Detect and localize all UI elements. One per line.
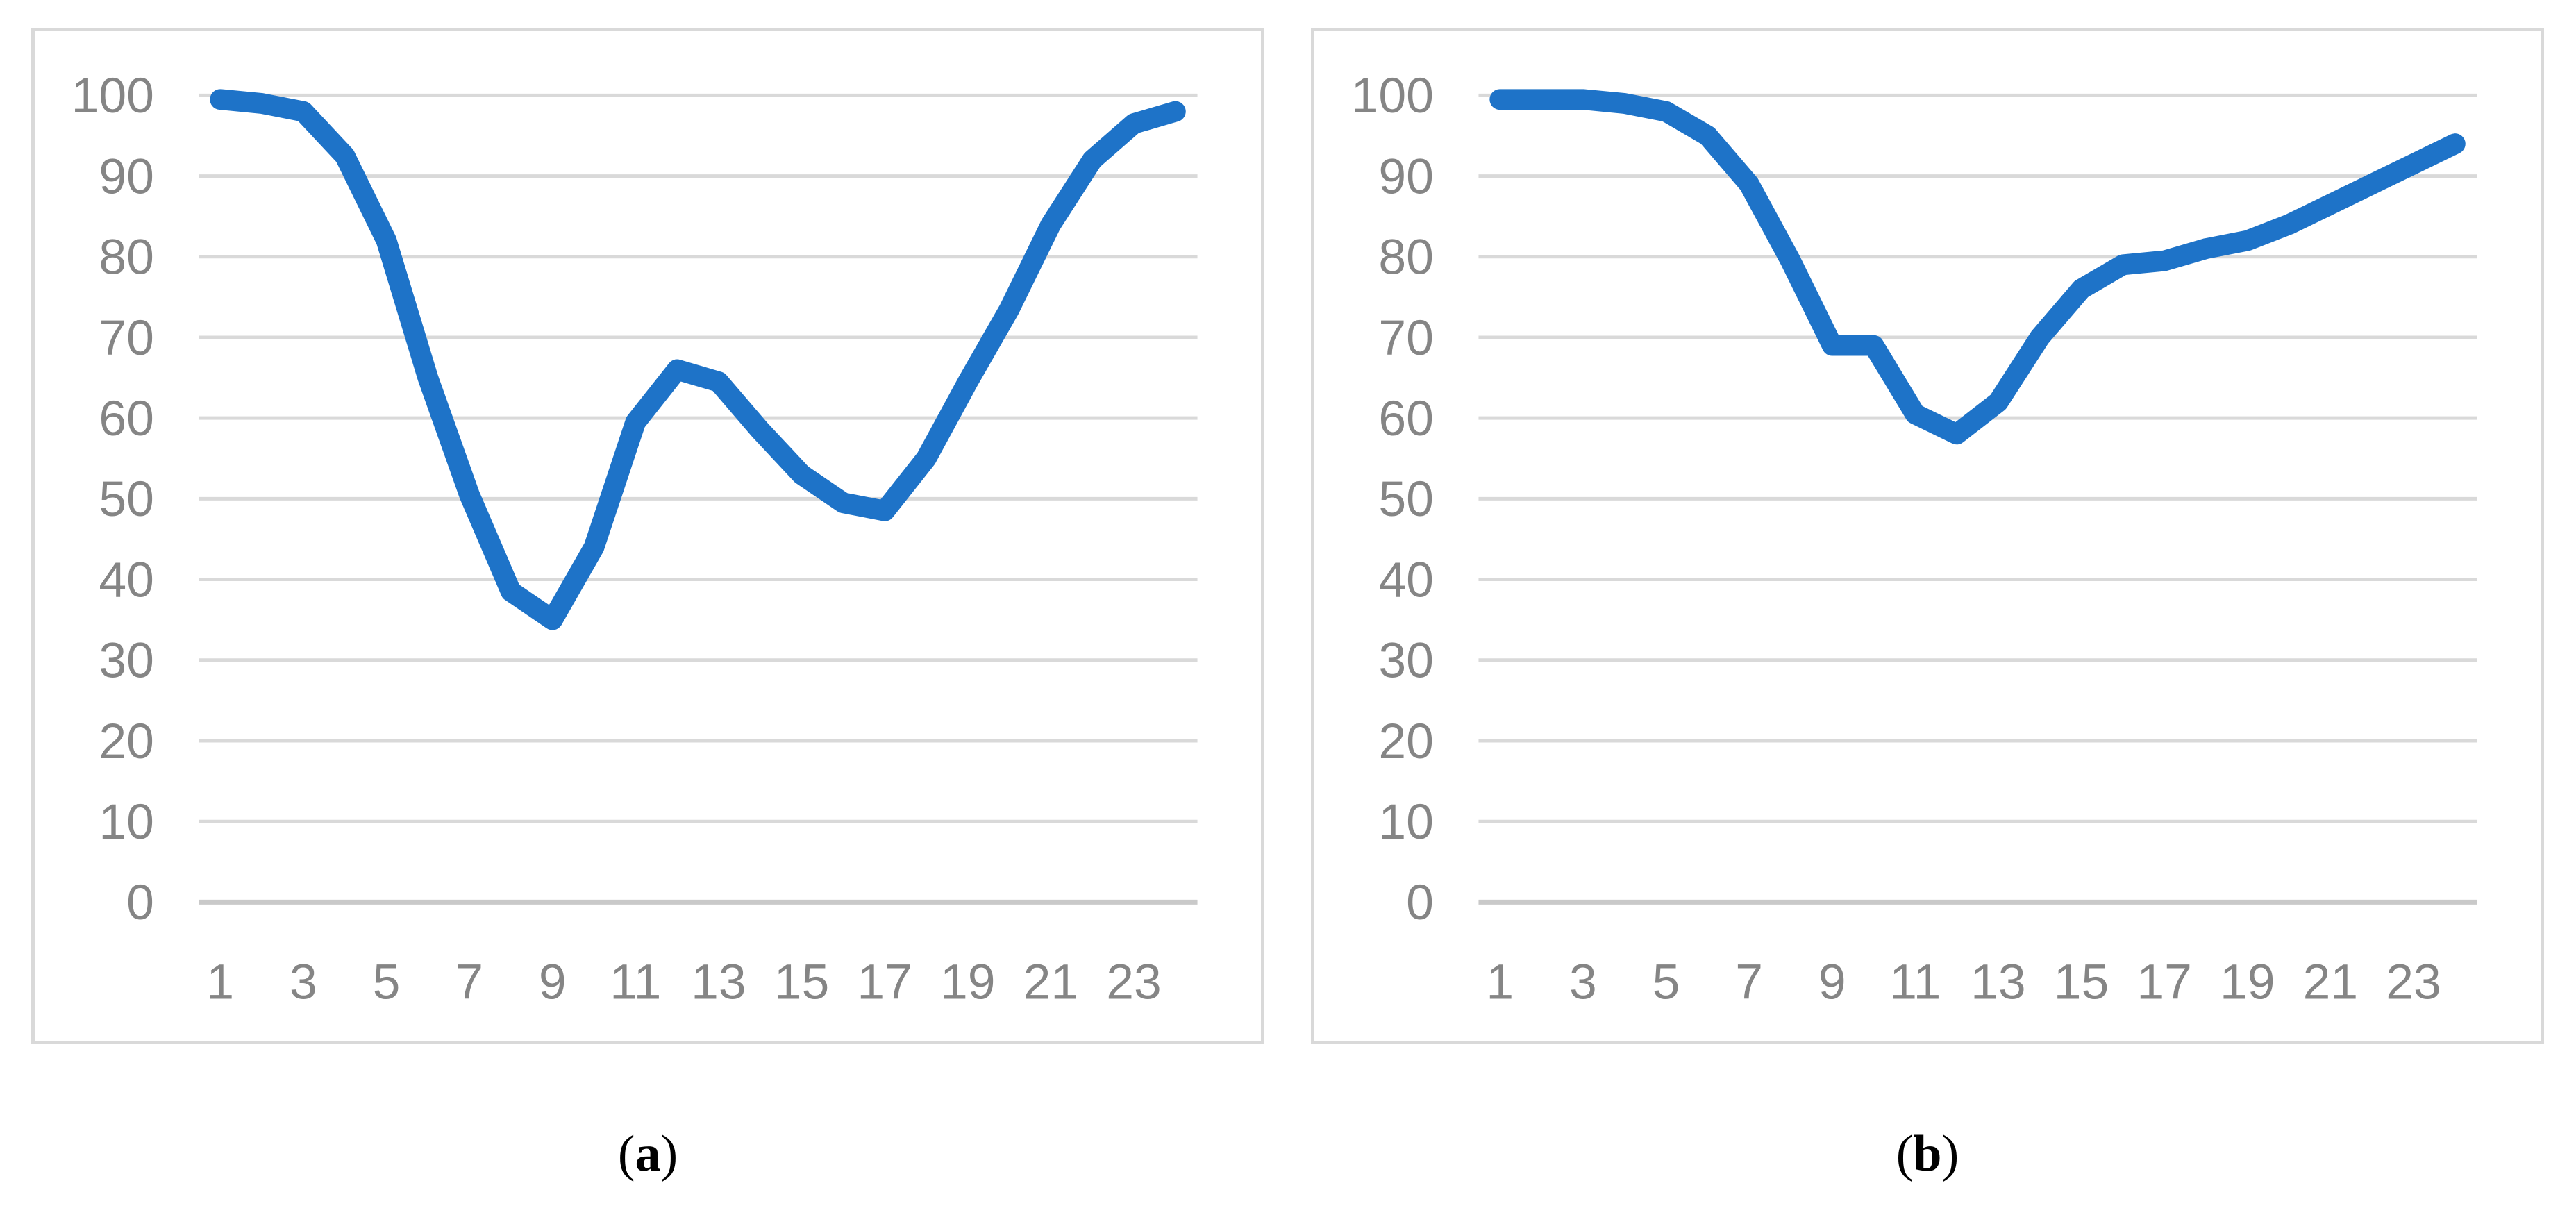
y-tick-label: 40 bbox=[1378, 552, 1434, 607]
y-tick-label: 100 bbox=[1351, 68, 1434, 124]
y-tick-label: 40 bbox=[99, 552, 154, 607]
y-tick-label: 20 bbox=[99, 714, 154, 769]
x-tick-label: 23 bbox=[2386, 954, 2441, 1009]
x-tick-label: 7 bbox=[455, 954, 483, 1009]
caption-a-close-paren: ) bbox=[660, 1125, 678, 1182]
x-tick-label: 11 bbox=[610, 954, 661, 1009]
y-tick-label: 50 bbox=[99, 471, 154, 527]
y-tick-label: 70 bbox=[1378, 310, 1434, 366]
data-series-line bbox=[210, 89, 1186, 630]
y-tick-label: 80 bbox=[1378, 230, 1434, 285]
y-tick-label: 60 bbox=[1378, 391, 1434, 446]
y-tick-label: 0 bbox=[126, 875, 154, 930]
y-tick-label: 100 bbox=[72, 68, 154, 124]
x-tick-label: 19 bbox=[940, 954, 996, 1009]
y-tick-label: 70 bbox=[99, 310, 154, 366]
chart-panel-a: 100 90 80 70 60 50 40 30 20 10 0 1 3 5 7 9 11 13 15 17 19 21 2… bbox=[31, 28, 1264, 1044]
data-series-line bbox=[1489, 89, 2466, 445]
y-tick-label: 60 bbox=[99, 391, 154, 446]
y-tick-label: 0 bbox=[1406, 875, 1434, 930]
chart-panel-b: 100 90 80 70 60 50 40 30 20 10 0 1 3 5 7 9 11 13 15 17 19 21 2… bbox=[1311, 28, 2544, 1044]
x-tick-label: 11 bbox=[1889, 954, 1941, 1009]
caption-b-close-paren: ) bbox=[1941, 1125, 1959, 1182]
x-tick-label: 1 bbox=[1486, 954, 1514, 1009]
x-tick-label: 3 bbox=[1569, 954, 1597, 1009]
x-tick-label: 23 bbox=[1106, 954, 1162, 1009]
x-tick-label: 15 bbox=[2054, 954, 2109, 1009]
x-tick-label: 1 bbox=[206, 954, 234, 1009]
x-tick-label: 9 bbox=[539, 954, 567, 1009]
caption-b: (b) bbox=[1311, 1119, 2544, 1189]
x-tick-label: 15 bbox=[774, 954, 830, 1009]
x-tick-label: 9 bbox=[1818, 954, 1846, 1009]
x-tick-label: 17 bbox=[2136, 954, 2192, 1009]
y-tick-label: 50 bbox=[1378, 471, 1434, 527]
x-tick-label: 13 bbox=[1971, 954, 2026, 1009]
caption-a-letter: a bbox=[635, 1125, 661, 1182]
caption-b-open-paren: ( bbox=[1896, 1125, 1914, 1182]
caption-a: (a) bbox=[31, 1119, 1264, 1189]
y-tick-label: 90 bbox=[99, 149, 154, 204]
y-tick-label: 80 bbox=[99, 230, 154, 285]
x-tick-label: 21 bbox=[2303, 954, 2359, 1009]
y-tick-label: 30 bbox=[1378, 633, 1434, 689]
caption-a-open-paren: ( bbox=[617, 1125, 635, 1182]
x-tick-label: 13 bbox=[691, 954, 746, 1009]
y-tick-label: 30 bbox=[99, 633, 154, 689]
x-tick-label: 19 bbox=[2220, 954, 2275, 1009]
x-tick-label: 5 bbox=[1653, 954, 1680, 1009]
x-tick-label: 5 bbox=[373, 954, 401, 1009]
y-tick-label: 10 bbox=[1378, 794, 1434, 850]
y-tick-label: 10 bbox=[99, 794, 154, 850]
caption-b-letter: b bbox=[1913, 1125, 1942, 1182]
x-tick-label: 7 bbox=[1735, 954, 1763, 1009]
x-tick-label: 3 bbox=[290, 954, 317, 1009]
x-tick-label: 17 bbox=[857, 954, 912, 1009]
y-tick-label: 90 bbox=[1378, 149, 1434, 204]
x-tick-label: 21 bbox=[1023, 954, 1079, 1009]
y-tick-label: 20 bbox=[1378, 714, 1434, 769]
